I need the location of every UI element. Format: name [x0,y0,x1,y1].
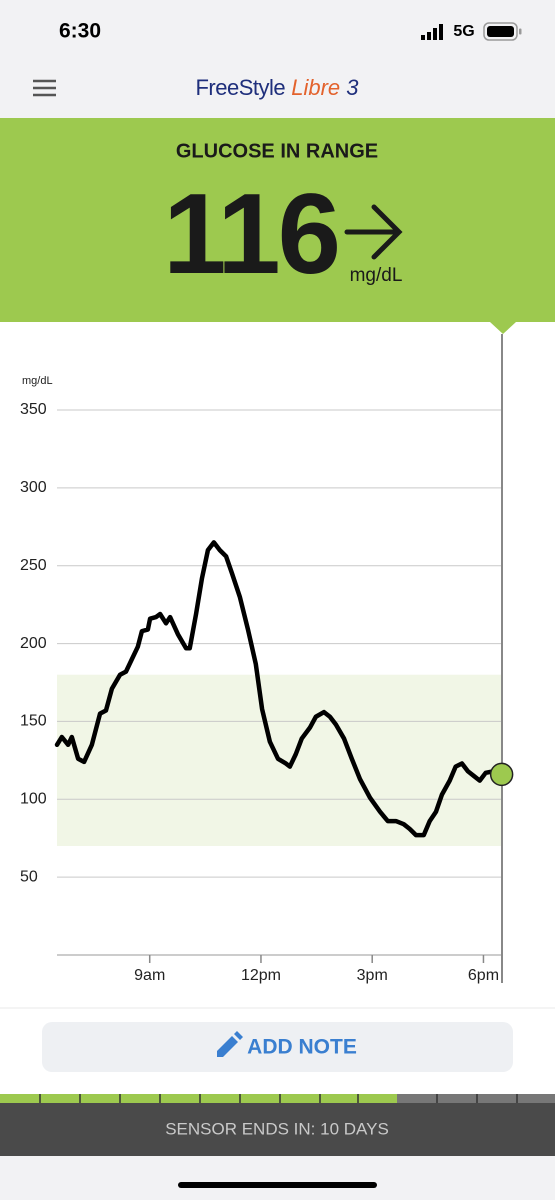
status-text: GLUCOSE IN RANGE [176,140,378,162]
y-tick-label: 50 [20,868,38,885]
battery-icon [483,22,522,41]
y-tick-label: 200 [20,635,47,652]
menu-button[interactable] [33,79,56,97]
home-indicator [178,1182,377,1188]
add-note-button[interactable]: ADD NOTE [42,1022,513,1072]
x-tick-label: 6pm [468,967,499,984]
glucose-line [54,540,504,838]
trend-arrow [344,204,403,260]
logo: FreeStyle Libre 3 [195,75,359,100]
unit: mg/dL [350,265,403,286]
network: 5G [453,23,474,40]
signal-icon [421,24,443,40]
y-axis-label: mg/dL [22,375,53,387]
sensor-progress [0,1094,555,1104]
logo-brand: FreeStyle [195,75,285,100]
sensor-bar [0,1103,555,1156]
x-tick-label: 3pm [357,967,388,984]
top-area [0,0,555,118]
glucose-chart: 50 100 150 200 250 300 350 9am 12pm 3pm 6pm [20,334,514,984]
banner-pointer [490,322,516,334]
x-tick-label: 12pm [241,967,281,984]
logo-version: 3 [346,75,359,100]
y-tick-label: 300 [20,479,47,496]
glucose-value: 116 [163,171,338,298]
bottom-area [0,1156,555,1200]
x-tick-label: 9am [134,967,165,984]
clock: 6:30 [59,20,101,43]
y-tick-label: 100 [20,791,47,808]
button-bg [42,1022,513,1072]
button-label: ADD NOTE [247,1036,357,1059]
sensor-text: SENSOR ENDS IN: 10 DAYS [165,1119,389,1138]
status-banner [0,118,555,322]
y-tick-label: 350 [20,401,47,418]
pencil-icon [217,1031,243,1057]
y-tick-label: 250 [20,557,47,574]
current-point [489,762,514,787]
y-tick-label: 150 [20,713,47,730]
logo-product: Libre [291,75,340,100]
